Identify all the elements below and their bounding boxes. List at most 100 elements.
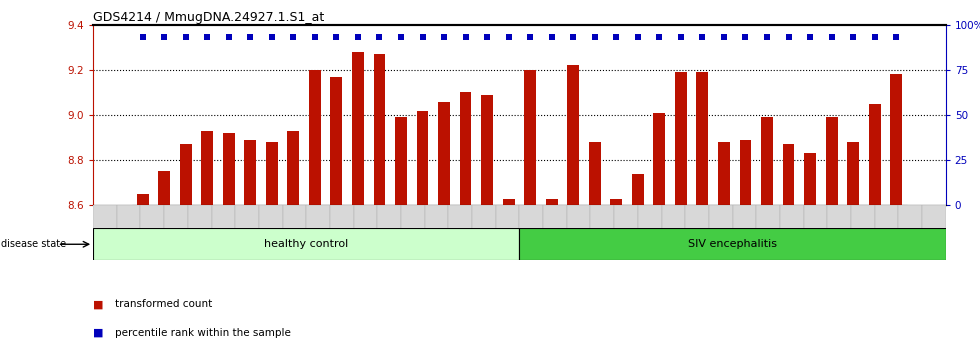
Bar: [212, 205, 235, 260]
Point: [242, 35, 258, 40]
Point: [285, 35, 301, 40]
Text: ■: ■: [93, 328, 104, 338]
Bar: [201, 131, 213, 205]
Bar: [524, 70, 536, 205]
Point: [350, 35, 366, 40]
Bar: [503, 199, 514, 205]
Text: transformed count: transformed count: [115, 299, 212, 309]
Bar: [93, 228, 519, 260]
Point: [888, 35, 904, 40]
Bar: [662, 205, 685, 260]
Point: [716, 35, 732, 40]
Point: [199, 35, 215, 40]
Text: ■: ■: [93, 299, 104, 309]
Bar: [140, 205, 164, 260]
Bar: [395, 117, 407, 205]
Bar: [222, 133, 234, 205]
Point: [393, 35, 409, 40]
Point: [760, 35, 775, 40]
Bar: [519, 205, 543, 260]
Bar: [438, 102, 450, 205]
Bar: [543, 205, 566, 260]
Bar: [611, 199, 622, 205]
Bar: [287, 131, 299, 205]
Bar: [632, 174, 644, 205]
Bar: [654, 113, 665, 205]
Bar: [638, 205, 662, 260]
Bar: [827, 205, 851, 260]
Bar: [282, 205, 306, 260]
Bar: [847, 142, 859, 205]
Point: [738, 35, 754, 40]
Bar: [416, 110, 428, 205]
Bar: [757, 205, 780, 260]
Bar: [761, 117, 773, 205]
Bar: [826, 117, 838, 205]
Bar: [851, 205, 874, 260]
Point: [135, 35, 151, 40]
Point: [652, 35, 667, 40]
Bar: [519, 228, 946, 260]
Bar: [546, 199, 558, 205]
Point: [565, 35, 581, 40]
Point: [436, 35, 452, 40]
Bar: [259, 205, 282, 260]
Bar: [354, 205, 377, 260]
Bar: [460, 92, 471, 205]
Bar: [868, 104, 881, 205]
Point: [479, 35, 495, 40]
Bar: [424, 205, 448, 260]
Bar: [496, 205, 519, 260]
Bar: [309, 70, 320, 205]
Bar: [566, 205, 590, 260]
Bar: [164, 205, 188, 260]
Point: [803, 35, 818, 40]
Bar: [472, 205, 496, 260]
Point: [673, 35, 689, 40]
Bar: [352, 52, 364, 205]
Bar: [685, 205, 709, 260]
Text: GDS4214 / MmugDNA.24927.1.S1_at: GDS4214 / MmugDNA.24927.1.S1_at: [93, 11, 324, 24]
Point: [501, 35, 516, 40]
Point: [824, 35, 840, 40]
Bar: [373, 54, 385, 205]
Text: percentile rank within the sample: percentile rank within the sample: [115, 328, 290, 338]
Bar: [874, 205, 899, 260]
Bar: [589, 142, 601, 205]
Bar: [93, 205, 117, 260]
Point: [866, 35, 882, 40]
Point: [846, 35, 861, 40]
Bar: [780, 205, 804, 260]
Point: [781, 35, 797, 40]
Bar: [188, 205, 212, 260]
Point: [220, 35, 236, 40]
Bar: [804, 205, 827, 260]
Point: [609, 35, 624, 40]
Bar: [117, 205, 140, 260]
Point: [415, 35, 430, 40]
Bar: [448, 205, 472, 260]
Point: [371, 35, 387, 40]
Point: [544, 35, 560, 40]
Bar: [377, 205, 401, 260]
Bar: [709, 205, 732, 260]
Point: [587, 35, 603, 40]
Bar: [590, 205, 614, 260]
Bar: [922, 205, 946, 260]
Point: [307, 35, 322, 40]
Bar: [890, 74, 903, 205]
Bar: [805, 153, 816, 205]
Bar: [697, 72, 709, 205]
Bar: [567, 65, 579, 205]
Bar: [718, 142, 730, 205]
Text: SIV encephalitis: SIV encephalitis: [688, 239, 777, 249]
Text: healthy control: healthy control: [265, 239, 348, 249]
Bar: [330, 205, 354, 260]
Bar: [235, 205, 259, 260]
Point: [522, 35, 538, 40]
Bar: [401, 205, 424, 260]
Bar: [306, 205, 330, 260]
Bar: [899, 205, 922, 260]
Point: [177, 35, 193, 40]
Bar: [266, 142, 277, 205]
